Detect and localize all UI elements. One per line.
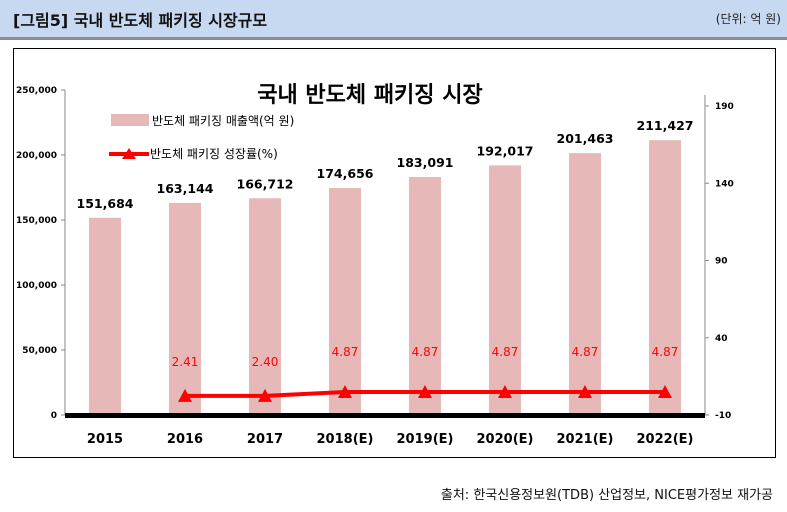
bar-value-label: 192,017 <box>477 143 534 158</box>
growth-value-label: 4.87 <box>572 345 599 359</box>
bar <box>409 176 441 415</box>
growth-value-label: 2.41 <box>172 355 199 369</box>
right-tick-label: 190 <box>715 102 734 112</box>
left-tick-label: 100,000 <box>16 281 57 291</box>
legend-bar-label: 반도체 패키징 매출액(억 원) <box>152 114 294 128</box>
header-bar: [그림5] 국내 반도체 패키징 시장규모 (단위: 억 원) <box>0 0 787 40</box>
bar <box>489 165 521 415</box>
bar-value-label: 163,144 <box>157 181 214 196</box>
legend-line-marker <box>122 148 136 159</box>
growth-marker <box>658 385 672 399</box>
legend-line-label: 반도체 패키징 성장률(%) <box>150 147 278 161</box>
left-tick-label: 50,000 <box>22 346 57 356</box>
x-axis-baseline <box>65 413 705 418</box>
growth-value-label: 4.87 <box>412 345 439 359</box>
chart-frame <box>13 48 776 458</box>
bar-value-label: 183,091 <box>397 155 454 170</box>
growth-marker <box>178 388 192 402</box>
source-note: 출처: 한국신용정보원(TDB) 산업정보, NICE평가정보 재가공 <box>440 488 773 503</box>
x-tick-label: 2022(E) <box>637 432 694 447</box>
x-tick-label: 2015 <box>87 432 123 447</box>
bar-value-label: 211,427 <box>637 118 694 133</box>
bar <box>249 198 281 415</box>
growth-marker <box>338 385 352 399</box>
growth-value-label: 4.87 <box>652 345 679 359</box>
growth-value-label: 2.40 <box>252 355 279 369</box>
right-tick-label: 140 <box>715 179 734 189</box>
x-tick-label: 2016 <box>167 432 203 447</box>
left-tick-label: 0 <box>51 411 57 421</box>
growth-marker <box>578 385 592 399</box>
left-tick-label: 150,000 <box>16 216 57 226</box>
right-tick-label: -10 <box>715 411 731 421</box>
x-tick-label: 2020(E) <box>477 432 534 447</box>
growth-marker <box>258 388 272 402</box>
bar-value-label: 174,656 <box>317 166 374 181</box>
bar-value-label: 166,712 <box>237 176 294 191</box>
right-tick-label: 90 <box>715 257 728 267</box>
bar <box>569 153 601 416</box>
growth-marker <box>418 385 432 399</box>
bar-value-label: 151,684 <box>77 196 134 211</box>
chart-title: 국내 반도체 패키징 시장 <box>257 83 482 108</box>
growth-marker <box>498 385 512 399</box>
growth-value-label: 4.87 <box>332 345 359 359</box>
bar <box>329 187 361 415</box>
legend-bar-swatch <box>111 114 149 126</box>
bar <box>169 202 201 415</box>
unit-label: (단위: 억 원) <box>715 12 781 26</box>
bar-value-label: 201,463 <box>557 131 614 146</box>
right-tick-label: 40 <box>715 334 728 344</box>
x-tick-label: 2018(E) <box>317 432 374 447</box>
left-tick-label: 250,000 <box>16 86 57 96</box>
bar <box>89 217 121 415</box>
x-tick-label: 2019(E) <box>397 432 454 447</box>
x-tick-label: 2021(E) <box>557 432 614 447</box>
figure-title: [그림5] 국내 반도체 패키징 시장규모 <box>13 11 268 30</box>
left-tick-label: 200,000 <box>16 151 57 161</box>
bar <box>649 140 681 415</box>
x-tick-label: 2017 <box>247 432 283 447</box>
growth-value-label: 4.87 <box>492 345 519 359</box>
